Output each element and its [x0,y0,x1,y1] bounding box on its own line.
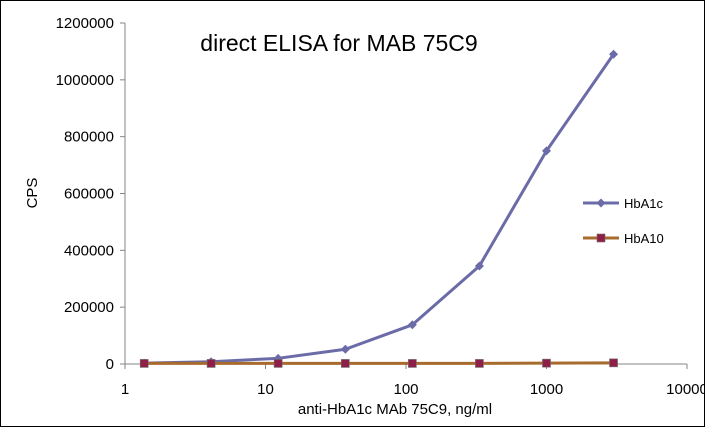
series-HbA1c [140,50,618,368]
y-tick-label: 400000 [64,242,114,259]
data-point [207,359,215,367]
legend-label: HbA10 [624,231,664,246]
series-HbA10 [140,359,617,368]
x-axis-title: anti-HbA1c MAb 75C9, ng/ml [298,401,492,418]
data-point [610,359,618,367]
data-point [341,345,350,354]
x-tick-label: 10000 [666,381,704,398]
legend-item: HbA1c [583,196,664,211]
legend-item: HbA10 [583,231,664,246]
data-point [140,359,148,367]
x-tick-label: 1 [121,381,129,398]
legend-label: HbA1c [624,196,664,211]
x-tick-label: 100 [393,381,418,398]
legend-marker [597,199,606,208]
y-tick-label: 1200000 [56,15,114,32]
chart-title: direct ELISA for MAB 75C9 [200,30,477,56]
x-tick-label: 10 [257,381,274,398]
axes: 0 200000 400000 600000 800000 1000000 1200000 1… [56,15,704,398]
y-tick-label: 600000 [64,186,114,203]
data-point [408,359,416,367]
series-line [144,54,613,363]
data-point [543,359,551,367]
y-tick-label: 1000000 [56,72,114,89]
y-tick-label: 800000 [64,129,114,146]
legend-marker [597,234,605,242]
y-tick-label: 0 [106,356,114,373]
y-axis-title: CPS [24,178,41,209]
y-tick-label: 200000 [64,299,114,316]
x-tick-label: 1000 [530,381,563,398]
legend: HbA1c HbA10 [583,196,664,246]
data-point [475,359,483,367]
series-layer [140,50,618,368]
data-point [341,359,349,367]
data-point [274,359,282,367]
